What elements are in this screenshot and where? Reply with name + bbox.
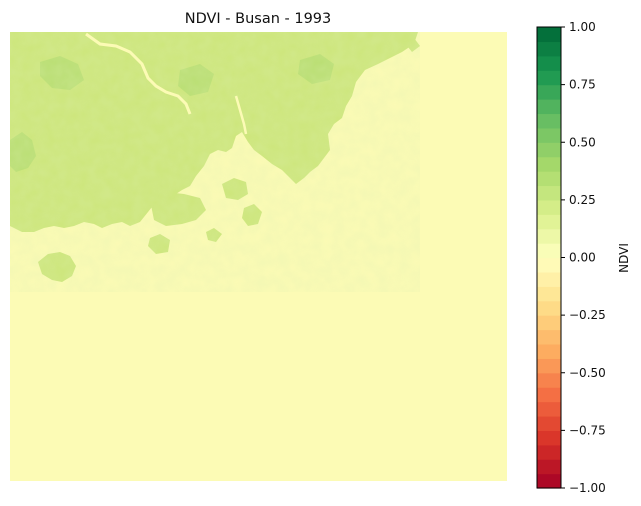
colorbar-tick-label: 0.50	[569, 135, 596, 149]
colorbar-segment	[537, 113, 561, 129]
colorbar: 1.00 0.75 0.50 0.25 0.00 −0.25 −0.50 −0.75 −1.00…	[536, 20, 631, 495]
colorbar-segment	[537, 415, 561, 431]
chart-title: NDVI - Busan - 1993	[185, 11, 332, 27]
colorbar-segment	[537, 243, 561, 259]
colorbar-segment	[537, 199, 561, 215]
river	[85, 32, 192, 115]
colorbar-label: NDVI	[617, 243, 631, 273]
colorbar-segment	[537, 142, 561, 158]
colorbar-tick-label: −1.00	[569, 481, 606, 495]
colorbar-segment	[537, 401, 561, 417]
colorbar-segment	[537, 185, 561, 201]
colorbar-segment	[537, 372, 561, 388]
colorbar-tick-label: −0.75	[569, 423, 606, 437]
river	[234, 95, 248, 135]
colorbar-segment	[537, 228, 561, 244]
colorbar-tick-label: 0.25	[569, 193, 596, 207]
colorbar-segment	[537, 343, 561, 359]
colorbar-tick-label: 0.00	[569, 251, 596, 265]
land-area	[10, 32, 420, 292]
colorbar-segment	[537, 257, 561, 273]
colorbar-segment	[537, 214, 561, 230]
colorbar-segment	[537, 286, 561, 302]
colorbar-tick-label: −0.25	[569, 308, 606, 322]
colorbar-tick-label: 1.00	[569, 20, 596, 34]
colorbar-segment	[537, 70, 561, 86]
colorbar-segment	[537, 41, 561, 57]
colorbar-gradient	[537, 27, 561, 489]
land-texture	[10, 32, 420, 292]
ndvi-map	[10, 32, 507, 481]
colorbar-segment	[537, 99, 561, 115]
colorbar-segment	[537, 444, 561, 460]
colorbar-segment	[537, 459, 561, 475]
colorbar-segment	[537, 329, 561, 345]
colorbar-segment	[537, 315, 561, 331]
colorbar-segment	[537, 300, 561, 316]
colorbar-tick-label: 0.75	[569, 78, 596, 92]
colorbar-tick-label: −0.50	[569, 366, 606, 380]
colorbar-segment	[537, 55, 561, 71]
colorbar-segment	[537, 171, 561, 187]
colorbar-segment	[537, 430, 561, 446]
colorbar-segment	[537, 84, 561, 100]
colorbar-segment	[537, 358, 561, 374]
colorbar-segment	[537, 27, 561, 43]
colorbar-ticks: 1.00 0.75 0.50 0.25 0.00 −0.25 −0.50 −0.75 −1.00	[561, 20, 606, 495]
colorbar-segment	[537, 473, 561, 489]
colorbar-segment	[537, 156, 561, 172]
colorbar-segment	[537, 271, 561, 287]
colorbar-segment	[537, 387, 561, 403]
colorbar-segment	[537, 127, 561, 143]
